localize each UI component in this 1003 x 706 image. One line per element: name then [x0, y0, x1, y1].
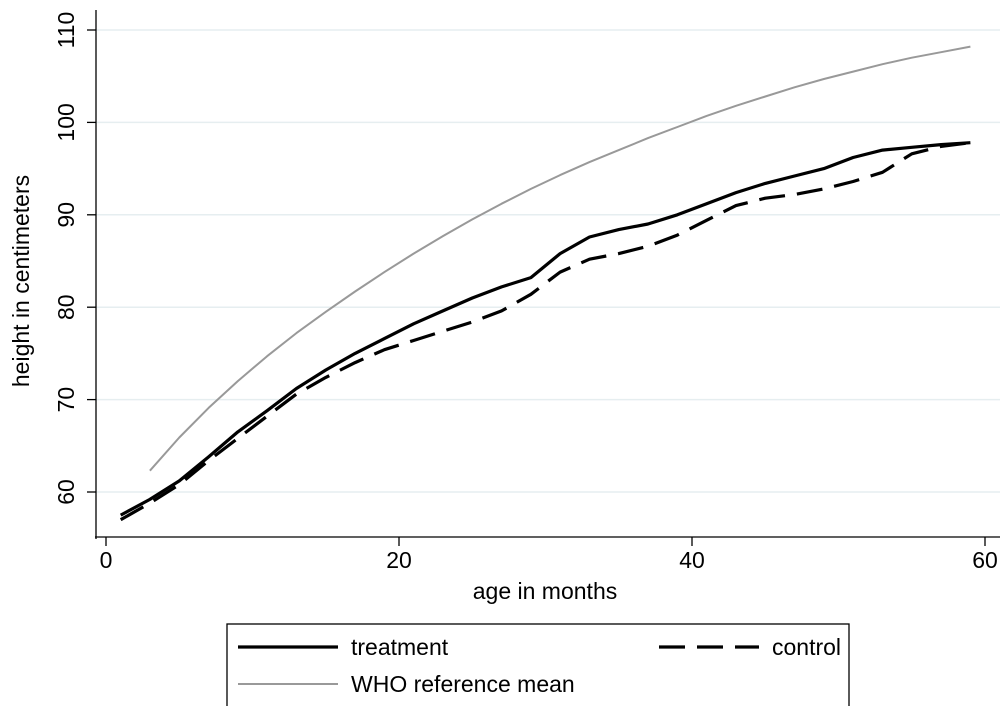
x-tick-label-60: 60: [972, 547, 998, 573]
gridlines: [96, 29, 1000, 493]
x-axis-title: age in months: [473, 578, 617, 604]
y-tick-label-100: 100: [53, 103, 79, 141]
x-tick-label-0: 0: [100, 547, 113, 573]
tick-labels: 60 70 80 90 100 110 0 20 40 60: [53, 12, 998, 573]
y-tick-label-110: 110: [53, 12, 79, 49]
series-line-treatment: [119, 141, 971, 517]
x-tick-label-40: 40: [679, 547, 705, 573]
y-tick-label-90: 90: [53, 202, 79, 228]
series-lines: [119, 45, 971, 522]
x-tick-label-20: 20: [386, 547, 412, 573]
y-tick-label-80: 80: [53, 294, 79, 320]
legend-label-treatment: treatment: [351, 634, 449, 660]
y-tick-label-60: 60: [53, 479, 79, 505]
y-tick-label-70: 70: [53, 387, 79, 413]
legend: treatment control WHO reference mean: [226, 623, 850, 706]
series-line-who-reference-mean: [149, 45, 971, 472]
y-axis-title: height in centimeters: [8, 175, 34, 387]
series-line-control: [119, 141, 971, 522]
axes: [95, 10, 1000, 539]
legend-label-who-reference-mean: WHO reference mean: [351, 671, 575, 697]
legend-label-control: control: [772, 634, 841, 660]
legend-box: [226, 623, 850, 706]
